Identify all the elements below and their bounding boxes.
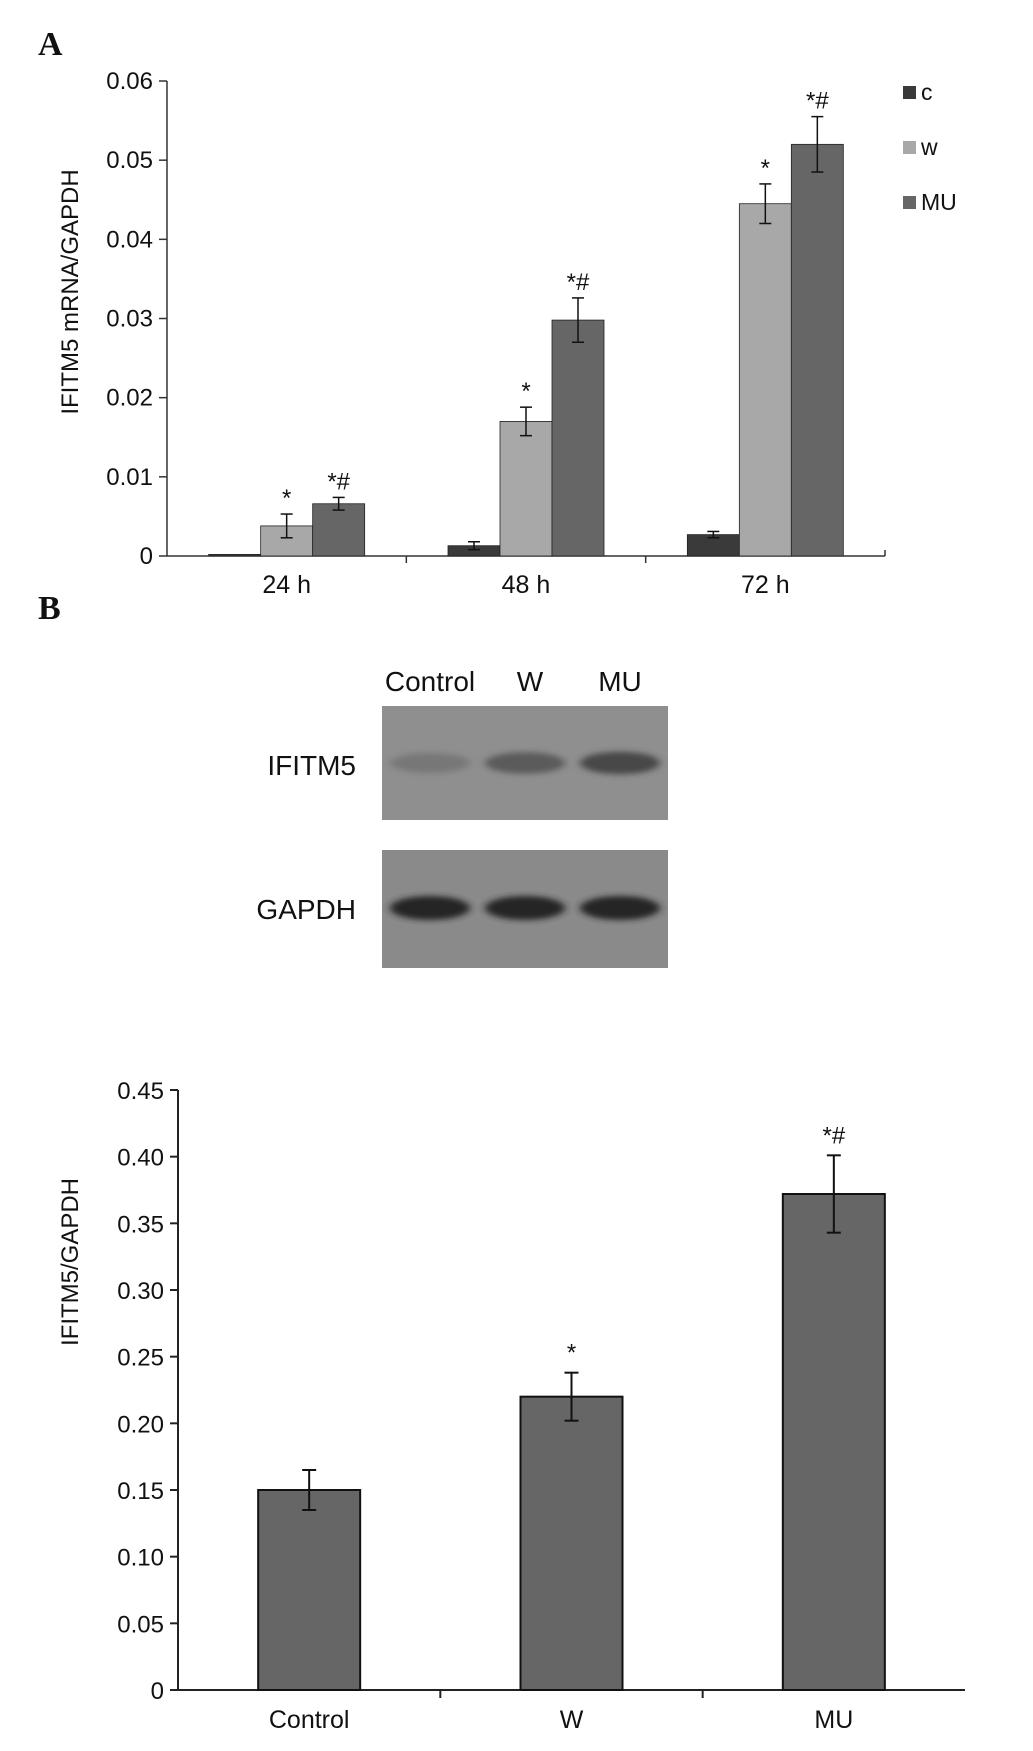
chart-a-bar	[790, 143, 844, 557]
blot-bands	[390, 751, 660, 920]
chart-b-significance-label: *#	[822, 1122, 845, 1149]
chart-b-bar	[781, 1193, 886, 1691]
chart-a-y-tick-label: 0.03	[106, 306, 153, 333]
blot-lane-control: Control	[385, 666, 475, 697]
chart-b-y-tick-label: 0.30	[117, 1278, 164, 1305]
blot-band	[390, 752, 470, 774]
blot-band	[485, 752, 565, 774]
chart-a-bar	[312, 503, 366, 557]
chart-a-y-tick-label: 0.06	[106, 68, 153, 95]
blot-row-label-gapdh: GAPDH	[256, 894, 356, 925]
panel-a-label: A	[38, 26, 63, 63]
chart-a-significance-label: *	[282, 485, 291, 512]
blot-band	[580, 751, 660, 775]
panel-b-label: B	[38, 590, 61, 627]
chart-a-y-tick-label: 0.02	[106, 385, 153, 412]
chart-b: 0 0.05 0.10 0.15 0.20 0.25 0.30 0.35 0.40 0.45 Con…	[57, 1078, 965, 1734]
blot-row-label-ifitm5: IFITM5	[267, 750, 356, 781]
chart-a-category-label: 24 h	[262, 571, 311, 599]
chart-a-axes: 0 0.01 0.02 0.03 0.04 0.05 0.06 24 h 48 h 72 h	[106, 68, 886, 599]
chart-b-y-tick-label: 0.40	[117, 1145, 164, 1172]
chart-a-significance-label: *	[761, 155, 770, 182]
chart-b-y-tick-label: 0.05	[117, 1611, 164, 1638]
chart-a-significance-label: *#	[327, 468, 350, 495]
chart-a-significance-label: *	[521, 378, 530, 405]
chart-a-category-label: 48 h	[502, 571, 551, 599]
chart-a-category-label: 72 h	[741, 571, 790, 599]
blot-lane-mu: MU	[598, 666, 642, 697]
chart-b-bars: * *#	[257, 1122, 886, 1691]
chart-b-category-label: MU	[814, 1706, 853, 1734]
chart-a-legend: c w MU	[903, 79, 957, 215]
chart-b-y-tick-label: 0.20	[117, 1411, 164, 1438]
chart-a-y-tick-label: 0.04	[106, 226, 153, 253]
chart-a-legend-label: MU	[921, 189, 957, 215]
chart-b-significance-label: *	[567, 1340, 576, 1367]
blot-band	[580, 896, 660, 920]
chart-a-bar	[499, 421, 553, 557]
chart-a-legend-swatch	[903, 86, 916, 99]
chart-b-y-tick-label: 0	[151, 1678, 164, 1705]
chart-a-bar	[208, 554, 262, 557]
chart-b-y-tick-label: 0.15	[117, 1478, 164, 1505]
chart-b-y-axis-title: IFITM5/GAPDH	[57, 1178, 84, 1346]
chart-b-y-tick-label: 0.10	[117, 1545, 164, 1572]
chart-a-bars: * *# * *# * *#	[208, 88, 844, 557]
chart-a-significance-label: *#	[806, 88, 829, 115]
chart-a-legend-swatch	[903, 141, 916, 154]
blot-band	[485, 896, 565, 920]
chart-a-y-axis-title: IFITM5 mRNA/GAPDH	[57, 169, 84, 414]
chart-b-bar	[257, 1489, 362, 1691]
western-blot: Control W MU IFITM5 GAPDH	[256, 666, 668, 968]
blot-band	[390, 896, 470, 920]
chart-b-category-label: Control	[269, 1706, 350, 1734]
chart-b-category-label: W	[560, 1706, 584, 1734]
chart-b-y-tick-label: 0.35	[117, 1211, 164, 1238]
chart-a-legend-swatch	[903, 196, 916, 209]
chart-a-legend-label: c	[921, 79, 933, 105]
chart-b-bar	[519, 1395, 624, 1691]
chart-a-significance-label: *#	[567, 269, 590, 296]
chart-a-y-tick-label: 0	[140, 543, 153, 570]
chart-a-bar	[551, 319, 605, 557]
chart-b-y-tick-label: 0.45	[117, 1078, 164, 1105]
chart-a-bar	[738, 203, 792, 557]
chart-b-y-tick-label: 0.25	[117, 1345, 164, 1372]
chart-a-legend-label: w	[920, 134, 938, 160]
chart-a-y-tick-label: 0.05	[106, 147, 153, 174]
blot-lane-w: W	[517, 666, 544, 697]
chart-a-y-tick-label: 0.01	[106, 464, 153, 491]
